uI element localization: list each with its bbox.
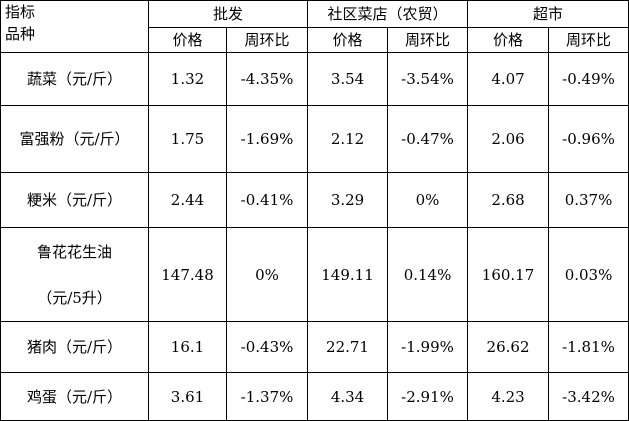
weekly-change: 0% [387, 172, 469, 228]
header-row: 指标 品种 批发 社区菜店（农贸） 超市 [0, 0, 629, 53]
subheader-row: 价格 周环比 价格 周环比 价格 周环比 [1, 27, 629, 53]
group-header: 超市 [467, 0, 629, 28]
price: 147.48 [148, 227, 227, 322]
weekly-change: -0.96% [548, 105, 629, 173]
weekly-change: -3.54% [387, 52, 469, 106]
item-name: 蔬菜（元/斤） [0, 52, 149, 106]
item-name: 粳米（元/斤） [0, 172, 149, 228]
item-name: 鸡蛋（元/斤） [0, 372, 149, 421]
item-name-line: 鲁花花生油 [36, 242, 112, 261]
price: 160.17 [467, 227, 550, 322]
indicator-label: 指标 [5, 3, 36, 21]
subheader: 周环比 [225, 27, 309, 53]
data-row: 鲁花花生油 （元/5升） 147.48 0% 149.11 0.14% 160.17 0.03… [0, 227, 629, 322]
price: 2.44 [148, 172, 227, 228]
item-name-line: 粳米（元/斤） [26, 191, 123, 209]
price: 2.06 [467, 105, 550, 173]
corner-cell: 指标 品种 [0, 0, 149, 53]
weekly-change: -2.91% [387, 372, 469, 421]
price: 3.61 [148, 372, 227, 421]
price: 3.54 [307, 52, 389, 106]
item-label: 品种 [5, 25, 36, 43]
price: 149.11 [307, 227, 389, 322]
price: 2.12 [307, 105, 389, 173]
price: 2.68 [467, 172, 550, 228]
weekly-change: -0.49% [548, 52, 629, 106]
item-name: 富强粉（元/斤） [0, 105, 149, 173]
item-name: 鲁花花生油 （元/5升） [0, 227, 149, 322]
group-header: 社区菜店（农贸） [307, 0, 469, 28]
group-header: 批发 [147, 0, 309, 28]
item-name-line: （元/5升） [37, 288, 112, 307]
item-name: 猪肉（元/斤） [0, 321, 149, 373]
price: 3.29 [307, 172, 389, 228]
weekly-change: -1.81% [548, 321, 629, 373]
price: 1.32 [148, 52, 227, 106]
weekly-change: -3.42% [548, 372, 629, 421]
weekly-change: -1.37% [225, 372, 309, 421]
weekly-change: -1.69% [225, 105, 309, 173]
data-row: 猪肉（元/斤） 16.1 -0.43% 22.71 -1.99% 26.62 -1.81% [0, 321, 629, 373]
weekly-change: 0.14% [387, 227, 469, 322]
subheader: 价格 [307, 27, 389, 53]
weekly-change: 0.03% [548, 227, 629, 322]
price: 4.07 [467, 52, 550, 106]
weekly-change: -0.41% [225, 172, 309, 228]
price: 4.23 [467, 372, 550, 421]
weekly-change: -0.47% [387, 105, 469, 173]
subheader: 周环比 [548, 27, 629, 53]
weekly-change: 0% [225, 227, 309, 322]
data-row: 粳米（元/斤） 2.44 -0.41% 3.29 0% 2.68 0.37% [0, 172, 629, 228]
price: 22.71 [307, 321, 389, 373]
price: 4.34 [307, 372, 389, 421]
data-row: 富强粉（元/斤） 1.75 -1.69% 2.12 -0.47% 2.06 -0.96% [0, 105, 629, 173]
data-row: 蔬菜（元/斤） 1.32 -4.35% 3.54 -3.54% 4.07 -0.49% [0, 52, 629, 106]
price: 26.62 [467, 321, 550, 373]
data-row: 鸡蛋（元/斤） 3.61 -1.37% 4.34 -2.91% 4.23 -3.42% [0, 372, 629, 421]
item-name-line: 富强粉（元/斤） [19, 130, 130, 148]
item-name-line: 鸡蛋（元/斤） [26, 387, 123, 406]
item-name-line: 猪肉（元/斤） [26, 338, 123, 356]
weekly-change: -1.99% [387, 321, 469, 373]
price: 1.75 [148, 105, 227, 173]
subheader: 价格 [148, 27, 227, 53]
price: 16.1 [148, 321, 227, 373]
weekly-change: 0.37% [548, 172, 629, 228]
subheader: 价格 [467, 27, 550, 53]
weekly-change: -0.43% [225, 321, 309, 373]
subheader: 周环比 [387, 27, 469, 53]
item-name-line: 蔬菜（元/斤） [26, 70, 123, 88]
weekly-change: -4.35% [225, 52, 309, 106]
